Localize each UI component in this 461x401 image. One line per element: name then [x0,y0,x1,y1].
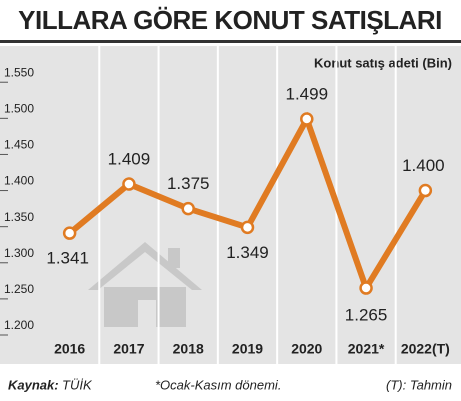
value-label: 1.375 [167,174,210,193]
x-tick-label: 2022(T) [401,341,450,357]
y-tick-label: 1.500 [4,102,34,116]
source: TÜİK [62,377,93,392]
value-label: 1.409 [108,150,151,169]
point [122,177,136,191]
value-label: 1.349 [226,243,269,262]
y-tick-label: 1.350 [4,210,34,224]
x-tick-label: 2017 [113,341,144,357]
y-tick-label: 1.200 [4,318,34,332]
forecast-note: (T): Tahmin [386,377,452,392]
note: *Ocak-Kasım dönemi. [155,377,281,392]
y-tick-label: 1.550 [4,65,34,79]
x-tick-label: 2018 [173,341,204,357]
y-tick-label: 1.300 [4,246,34,260]
point [418,183,433,198]
plot-background [0,46,461,364]
point [181,201,195,216]
value-label: 1.265 [345,306,388,325]
point [62,226,77,240]
x-tick-label: 2019 [232,341,263,357]
x-tick-label: 2021* [348,341,385,357]
point [359,281,373,295]
y-tick-label: 1.250 [4,282,34,296]
chart-title: YILLARA GÖRE KONUT SATIŞLARI [18,5,442,35]
subtitle: Konut satış adeti (Bin) [314,55,452,70]
x-tick-label: 2020 [291,341,322,357]
title-rule [0,40,461,43]
point [240,220,255,235]
y-tick-label: 1.450 [4,138,34,152]
y-tick-label: 1.400 [4,174,34,188]
value-label: 1.341 [46,249,89,268]
source-label: Kaynak: [8,377,59,392]
x-tick-label: 2016 [54,341,85,357]
point [300,112,314,126]
value-label: 1.499 [286,85,329,104]
value-label: 1.400 [402,156,445,175]
